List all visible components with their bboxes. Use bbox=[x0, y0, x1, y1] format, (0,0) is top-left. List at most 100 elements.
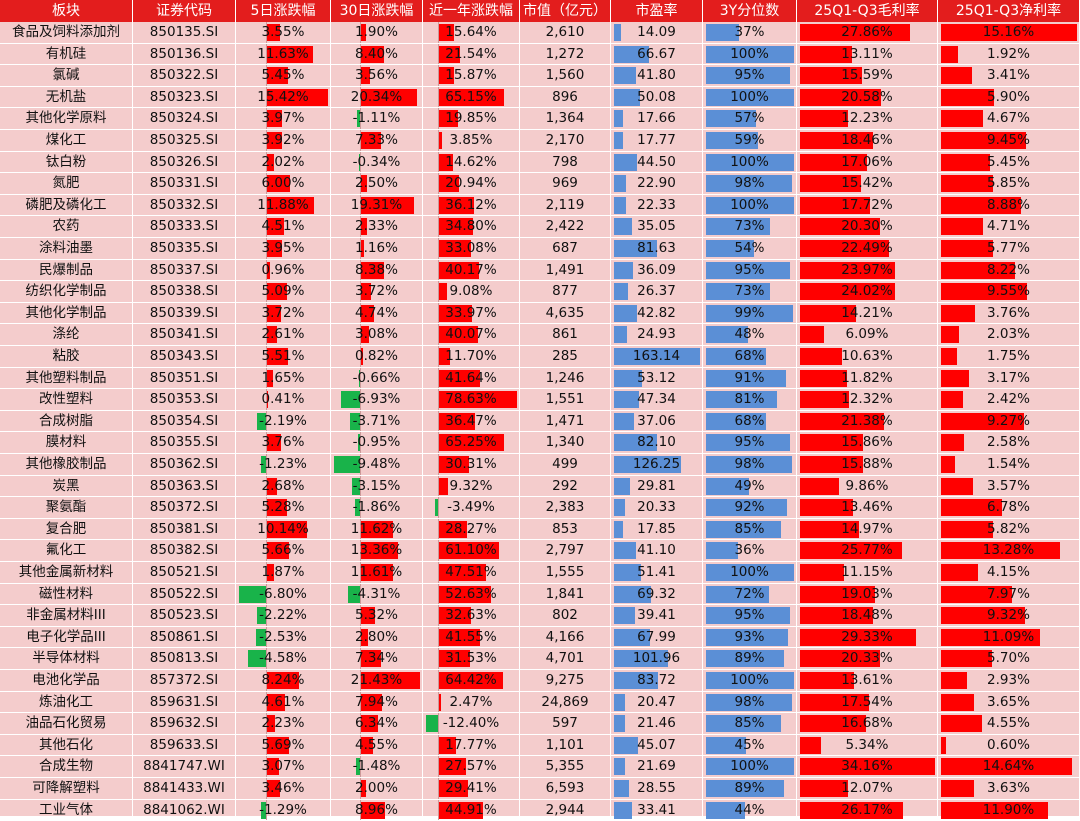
data-bar-y1 bbox=[438, 520, 467, 538]
data-label-d30: 5.32% bbox=[355, 607, 398, 624]
data-bar-d5 bbox=[266, 477, 277, 495]
data-bar-d30 bbox=[360, 304, 374, 322]
zero-line bbox=[266, 778, 268, 799]
data-bar-nm bbox=[941, 736, 947, 754]
data-label-pe: 17.77 bbox=[637, 132, 676, 148]
data-bar-pct3y bbox=[706, 650, 785, 668]
column-header-nm: 25Q1-Q3净利率 bbox=[938, 0, 1080, 22]
cell-mcap: 1,471 bbox=[520, 410, 611, 433]
zero-line bbox=[266, 43, 268, 65]
data-label-d30: 7.34% bbox=[355, 650, 398, 667]
data-label-d30: -1.11% bbox=[352, 110, 401, 127]
data-bar-d30 bbox=[360, 520, 393, 538]
data-label-y1: 36.12% bbox=[445, 196, 497, 213]
sector-name: 半导体材料 bbox=[32, 650, 100, 667]
market-cap-value: 802 bbox=[552, 607, 578, 624]
zero-line bbox=[438, 151, 440, 173]
cell-pct3y: 81% bbox=[703, 389, 797, 411]
data-label-d30: -0.66% bbox=[352, 369, 401, 386]
cell-gm: 12.07% bbox=[797, 778, 938, 800]
data-label-nm: 5.70% bbox=[987, 650, 1030, 667]
cell-name: 无机盐 bbox=[0, 86, 133, 109]
data-label-nm: 9.45% bbox=[987, 132, 1030, 148]
data-bar-pe bbox=[614, 391, 639, 409]
data-bar-gm bbox=[800, 218, 881, 236]
data-bar-pct3y bbox=[706, 240, 754, 257]
data-bar-nm bbox=[941, 45, 959, 63]
data-label-y1: 11.70% bbox=[445, 348, 497, 364]
data-label-d5: -2.19% bbox=[259, 412, 307, 429]
security-code: 8841747.WI bbox=[143, 758, 225, 775]
zero-line bbox=[438, 173, 440, 194]
data-bar-y1 bbox=[438, 736, 457, 754]
data-bar-gm bbox=[800, 24, 911, 41]
zero-line bbox=[438, 605, 440, 626]
cell-name: 食品及饲料添加剂 bbox=[0, 22, 133, 44]
cell-code: 850381.SI bbox=[133, 518, 236, 541]
data-bar-nm bbox=[941, 261, 1015, 279]
cell-y1: 34.80% bbox=[423, 216, 520, 238]
data-bar-d30 bbox=[360, 628, 369, 646]
zero-line bbox=[266, 410, 268, 432]
cell-pe: 28.55 bbox=[611, 778, 703, 800]
data-bar-d30 bbox=[360, 693, 383, 711]
cell-y1: 11.70% bbox=[423, 346, 520, 368]
cell-d30: 13.36% bbox=[331, 540, 423, 562]
data-bar-nm bbox=[941, 391, 963, 409]
data-bar-y1 bbox=[438, 326, 479, 344]
data-label-d5: 1.65% bbox=[261, 369, 305, 386]
zero-line bbox=[266, 151, 268, 173]
data-label-y1: 61.10% bbox=[445, 542, 497, 559]
cell-nm: 13.28% bbox=[938, 540, 1080, 562]
data-bar-d30 bbox=[357, 434, 361, 452]
data-label-y1: 65.15% bbox=[445, 88, 497, 105]
market-cap-value: 853 bbox=[552, 520, 578, 537]
cell-name: 炭黑 bbox=[0, 475, 133, 498]
cell-gm: 11.82% bbox=[797, 367, 938, 390]
data-bar-gm bbox=[800, 477, 839, 495]
data-label-d30: 7.94% bbox=[355, 693, 398, 710]
data-bar-pct3y bbox=[706, 88, 794, 106]
cell-nm: 8.22% bbox=[938, 259, 1080, 282]
data-bar-y1 bbox=[438, 240, 472, 257]
data-bar-d30 bbox=[351, 477, 361, 495]
data-bar-pe bbox=[614, 196, 626, 214]
data-bar-gm bbox=[800, 240, 889, 257]
cell-nm: 4.71% bbox=[938, 216, 1080, 238]
sector-name: 合成树脂 bbox=[39, 412, 93, 429]
cell-gm: 26.17% bbox=[797, 799, 938, 821]
data-bar-pct3y bbox=[706, 542, 738, 560]
data-bar-gm bbox=[800, 175, 861, 193]
data-bar-gm bbox=[800, 736, 822, 754]
zero-line bbox=[266, 605, 268, 626]
cell-mcap: 24,869 bbox=[520, 691, 611, 714]
data-label-gm: 11.82% bbox=[841, 369, 893, 386]
cell-mcap: 877 bbox=[520, 281, 611, 303]
data-label-pct3y: 57% bbox=[734, 110, 765, 127]
data-label-y1: 14.62% bbox=[445, 153, 497, 170]
cell-pe: 44.50 bbox=[611, 151, 703, 174]
zero-line bbox=[438, 799, 440, 821]
data-bar-pct3y bbox=[706, 348, 766, 365]
zero-line bbox=[360, 432, 362, 453]
data-label-pct3y: 95% bbox=[734, 607, 765, 624]
data-label-gm: 12.07% bbox=[841, 780, 893, 796]
cell-pe: 50.08 bbox=[611, 86, 703, 109]
cell-y1: 47.51% bbox=[423, 562, 520, 584]
cell-nm: 1.54% bbox=[938, 454, 1080, 476]
cell-mcap: 292 bbox=[520, 475, 611, 498]
data-label-nm: 4.71% bbox=[987, 218, 1030, 235]
cell-y1: 61.10% bbox=[423, 540, 520, 562]
zero-line bbox=[360, 670, 362, 691]
data-label-nm: 5.45% bbox=[987, 153, 1030, 170]
data-label-pe: 44.50 bbox=[637, 153, 676, 170]
cell-d30: 8.96% bbox=[331, 799, 423, 821]
data-bar-pct3y bbox=[706, 218, 771, 236]
data-bar-pct3y bbox=[706, 67, 790, 85]
data-label-pe: 41.10 bbox=[637, 542, 676, 559]
cell-pct3y: 68% bbox=[703, 346, 797, 368]
data-bar-gm bbox=[800, 391, 849, 409]
zero-line bbox=[266, 691, 268, 713]
data-bar-d30 bbox=[360, 67, 371, 85]
data-bar-d5 bbox=[266, 261, 271, 279]
